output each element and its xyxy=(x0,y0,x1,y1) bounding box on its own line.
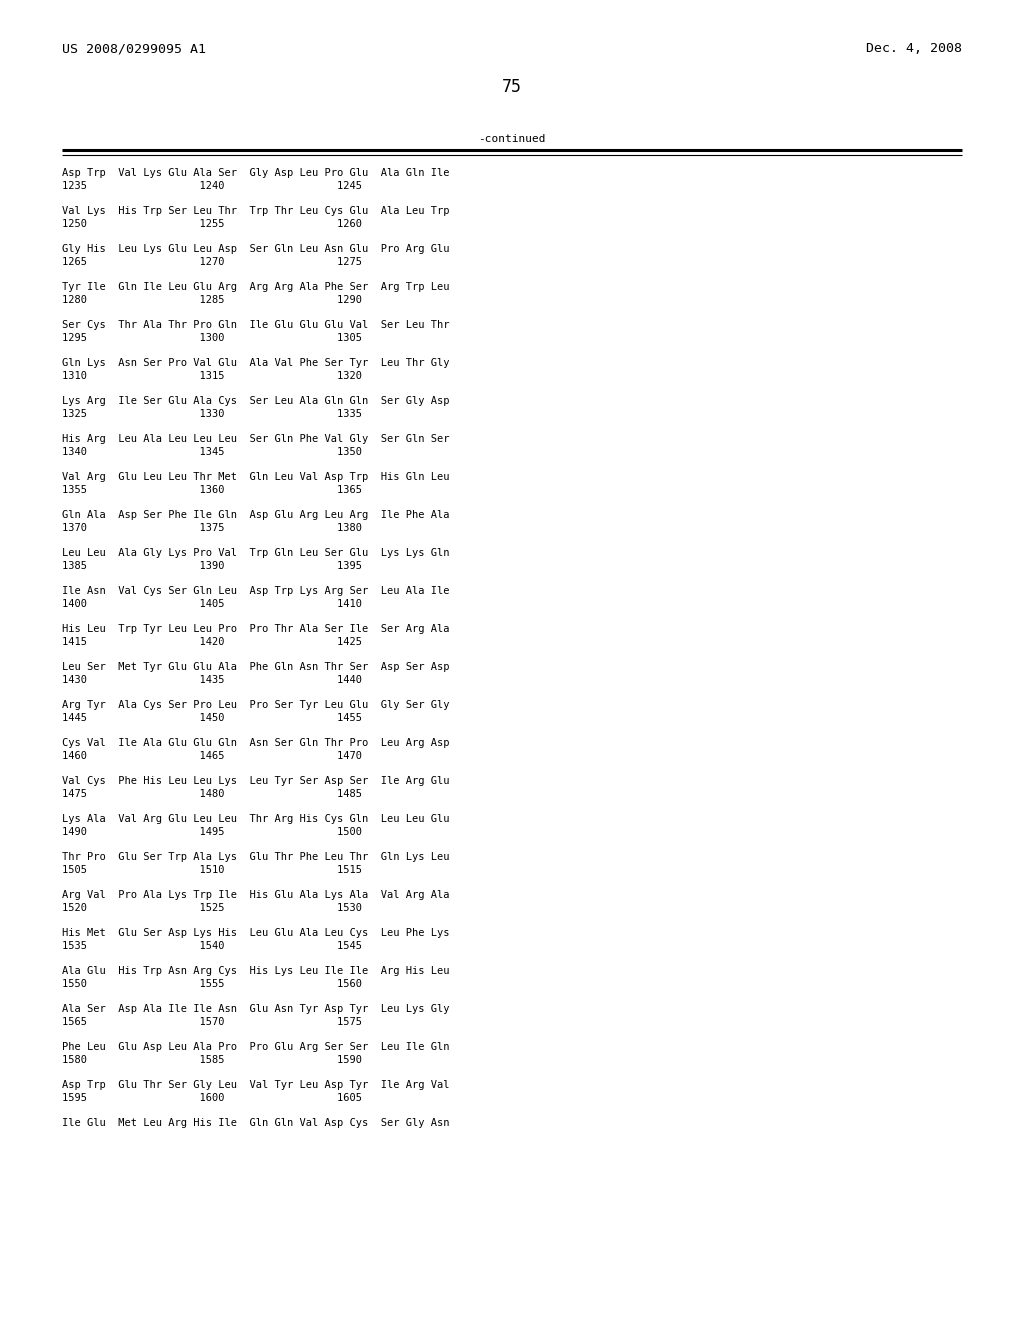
Text: 1460                  1465                  1470: 1460 1465 1470 xyxy=(62,751,362,762)
Text: Arg Val  Pro Ala Lys Trp Ile  His Glu Ala Lys Ala  Val Arg Ala: Arg Val Pro Ala Lys Trp Ile His Glu Ala … xyxy=(62,890,450,900)
Text: Leu Leu  Ala Gly Lys Pro Val  Trp Gln Leu Ser Glu  Lys Lys Gln: Leu Leu Ala Gly Lys Pro Val Trp Gln Leu … xyxy=(62,548,450,558)
Text: 1505                  1510                  1515: 1505 1510 1515 xyxy=(62,865,362,875)
Text: 1595                  1600                  1605: 1595 1600 1605 xyxy=(62,1093,362,1104)
Text: 75: 75 xyxy=(502,78,522,96)
Text: 1430                  1435                  1440: 1430 1435 1440 xyxy=(62,675,362,685)
Text: His Leu  Trp Tyr Leu Leu Pro  Pro Thr Ala Ser Ile  Ser Arg Ala: His Leu Trp Tyr Leu Leu Pro Pro Thr Ala … xyxy=(62,624,450,634)
Text: 1535                  1540                  1545: 1535 1540 1545 xyxy=(62,941,362,950)
Text: -continued: -continued xyxy=(478,135,546,144)
Text: 1475                  1480                  1485: 1475 1480 1485 xyxy=(62,789,362,799)
Text: Arg Tyr  Ala Cys Ser Pro Leu  Pro Ser Tyr Leu Glu  Gly Ser Gly: Arg Tyr Ala Cys Ser Pro Leu Pro Ser Tyr … xyxy=(62,700,450,710)
Text: 1490                  1495                  1500: 1490 1495 1500 xyxy=(62,828,362,837)
Text: Dec. 4, 2008: Dec. 4, 2008 xyxy=(866,42,962,55)
Text: 1370                  1375                  1380: 1370 1375 1380 xyxy=(62,523,362,533)
Text: Ile Asn  Val Cys Ser Gln Leu  Asp Trp Lys Arg Ser  Leu Ala Ile: Ile Asn Val Cys Ser Gln Leu Asp Trp Lys … xyxy=(62,586,450,597)
Text: Ala Ser  Asp Ala Ile Ile Asn  Glu Asn Tyr Asp Tyr  Leu Lys Gly: Ala Ser Asp Ala Ile Ile Asn Glu Asn Tyr … xyxy=(62,1005,450,1014)
Text: 1355                  1360                  1365: 1355 1360 1365 xyxy=(62,484,362,495)
Text: His Arg  Leu Ala Leu Leu Leu  Ser Gln Phe Val Gly  Ser Gln Ser: His Arg Leu Ala Leu Leu Leu Ser Gln Phe … xyxy=(62,434,450,444)
Text: 1265                  1270                  1275: 1265 1270 1275 xyxy=(62,257,362,267)
Text: Ala Glu  His Trp Asn Arg Cys  His Lys Leu Ile Ile  Arg His Leu: Ala Glu His Trp Asn Arg Cys His Lys Leu … xyxy=(62,966,450,975)
Text: His Met  Glu Ser Asp Lys His  Leu Glu Ala Leu Cys  Leu Phe Lys: His Met Glu Ser Asp Lys His Leu Glu Ala … xyxy=(62,928,450,939)
Text: 1580                  1585                  1590: 1580 1585 1590 xyxy=(62,1055,362,1065)
Text: 1295                  1300                  1305: 1295 1300 1305 xyxy=(62,333,362,343)
Text: Gln Lys  Asn Ser Pro Val Glu  Ala Val Phe Ser Tyr  Leu Thr Gly: Gln Lys Asn Ser Pro Val Glu Ala Val Phe … xyxy=(62,358,450,368)
Text: 1280                  1285                  1290: 1280 1285 1290 xyxy=(62,294,362,305)
Text: Phe Leu  Glu Asp Leu Ala Pro  Pro Glu Arg Ser Ser  Leu Ile Gln: Phe Leu Glu Asp Leu Ala Pro Pro Glu Arg … xyxy=(62,1041,450,1052)
Text: Gly His  Leu Lys Glu Leu Asp  Ser Gln Leu Asn Glu  Pro Arg Glu: Gly His Leu Lys Glu Leu Asp Ser Gln Leu … xyxy=(62,244,450,253)
Text: Leu Ser  Met Tyr Glu Glu Ala  Phe Gln Asn Thr Ser  Asp Ser Asp: Leu Ser Met Tyr Glu Glu Ala Phe Gln Asn … xyxy=(62,663,450,672)
Text: Lys Arg  Ile Ser Glu Ala Cys  Ser Leu Ala Gln Gln  Ser Gly Asp: Lys Arg Ile Ser Glu Ala Cys Ser Leu Ala … xyxy=(62,396,450,407)
Text: 1385                  1390                  1395: 1385 1390 1395 xyxy=(62,561,362,572)
Text: 1565                  1570                  1575: 1565 1570 1575 xyxy=(62,1016,362,1027)
Text: 1235                  1240                  1245: 1235 1240 1245 xyxy=(62,181,362,191)
Text: 1415                  1420                  1425: 1415 1420 1425 xyxy=(62,638,362,647)
Text: Lys Ala  Val Arg Glu Leu Leu  Thr Arg His Cys Gln  Leu Leu Glu: Lys Ala Val Arg Glu Leu Leu Thr Arg His … xyxy=(62,814,450,824)
Text: Val Arg  Glu Leu Leu Thr Met  Gln Leu Val Asp Trp  His Gln Leu: Val Arg Glu Leu Leu Thr Met Gln Leu Val … xyxy=(62,473,450,482)
Text: 1310                  1315                  1320: 1310 1315 1320 xyxy=(62,371,362,381)
Text: 1550                  1555                  1560: 1550 1555 1560 xyxy=(62,979,362,989)
Text: Tyr Ile  Gln Ile Leu Glu Arg  Arg Arg Ala Phe Ser  Arg Trp Leu: Tyr Ile Gln Ile Leu Glu Arg Arg Arg Ala … xyxy=(62,282,450,292)
Text: Ser Cys  Thr Ala Thr Pro Gln  Ile Glu Glu Glu Val  Ser Leu Thr: Ser Cys Thr Ala Thr Pro Gln Ile Glu Glu … xyxy=(62,319,450,330)
Text: Asp Trp  Val Lys Glu Ala Ser  Gly Asp Leu Pro Glu  Ala Gln Ile: Asp Trp Val Lys Glu Ala Ser Gly Asp Leu … xyxy=(62,168,450,178)
Text: 1250                  1255                  1260: 1250 1255 1260 xyxy=(62,219,362,228)
Text: Val Lys  His Trp Ser Leu Thr  Trp Thr Leu Cys Glu  Ala Leu Trp: Val Lys His Trp Ser Leu Thr Trp Thr Leu … xyxy=(62,206,450,216)
Text: 1325                  1330                  1335: 1325 1330 1335 xyxy=(62,409,362,418)
Text: US 2008/0299095 A1: US 2008/0299095 A1 xyxy=(62,42,206,55)
Text: 1400                  1405                  1410: 1400 1405 1410 xyxy=(62,599,362,609)
Text: Thr Pro  Glu Ser Trp Ala Lys  Glu Thr Phe Leu Thr  Gln Lys Leu: Thr Pro Glu Ser Trp Ala Lys Glu Thr Phe … xyxy=(62,851,450,862)
Text: 1520                  1525                  1530: 1520 1525 1530 xyxy=(62,903,362,913)
Text: Val Cys  Phe His Leu Leu Lys  Leu Tyr Ser Asp Ser  Ile Arg Glu: Val Cys Phe His Leu Leu Lys Leu Tyr Ser … xyxy=(62,776,450,785)
Text: 1445                  1450                  1455: 1445 1450 1455 xyxy=(62,713,362,723)
Text: Ile Glu  Met Leu Arg His Ile  Gln Gln Val Asp Cys  Ser Gly Asn: Ile Glu Met Leu Arg His Ile Gln Gln Val … xyxy=(62,1118,450,1129)
Text: 1340                  1345                  1350: 1340 1345 1350 xyxy=(62,447,362,457)
Text: Asp Trp  Glu Thr Ser Gly Leu  Val Tyr Leu Asp Tyr  Ile Arg Val: Asp Trp Glu Thr Ser Gly Leu Val Tyr Leu … xyxy=(62,1080,450,1090)
Text: Gln Ala  Asp Ser Phe Ile Gln  Asp Glu Arg Leu Arg  Ile Phe Ala: Gln Ala Asp Ser Phe Ile Gln Asp Glu Arg … xyxy=(62,510,450,520)
Text: Cys Val  Ile Ala Glu Glu Gln  Asn Ser Gln Thr Pro  Leu Arg Asp: Cys Val Ile Ala Glu Glu Gln Asn Ser Gln … xyxy=(62,738,450,748)
